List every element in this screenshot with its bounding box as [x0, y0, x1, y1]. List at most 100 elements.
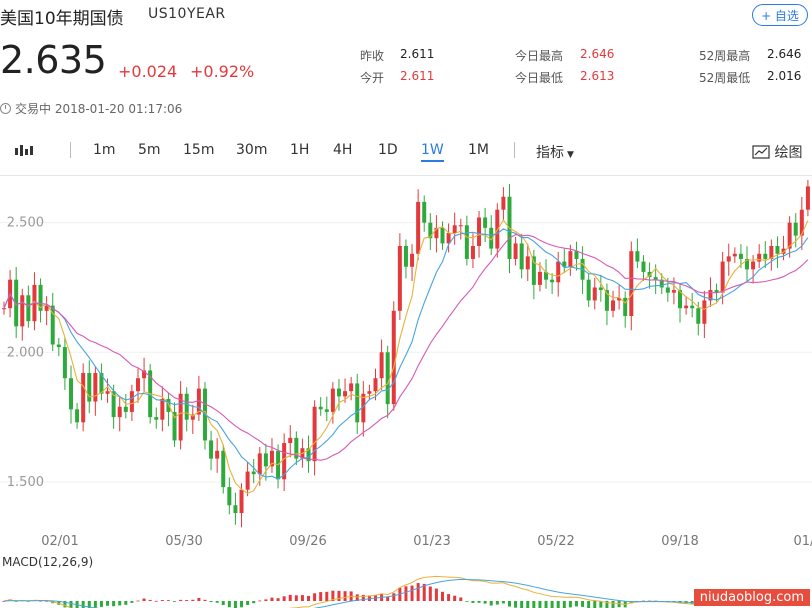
candle-body	[239, 489, 244, 514]
candle-body	[531, 256, 536, 285]
x-tick-label: 09/26	[289, 534, 326, 549]
day-high-value: 2.646	[580, 47, 615, 61]
interval-1h[interactable]: 1H	[290, 142, 310, 158]
prev-close-label: 昨收	[360, 49, 385, 63]
macd-bar	[520, 601, 524, 608]
add-watchlist-button[interactable]: + 自选	[752, 4, 808, 26]
candle-body	[294, 437, 299, 459]
macd-bar	[142, 598, 146, 601]
w52-high-value: 2.646	[767, 47, 802, 61]
macd-bar	[197, 597, 201, 601]
macd-bar	[422, 583, 426, 601]
toolbar-separator	[514, 142, 515, 158]
candle-body	[763, 253, 768, 259]
macd-bar	[319, 592, 323, 601]
price-change-pct: +0.92%	[190, 62, 255, 81]
prev-close-value: 2.611	[400, 47, 435, 61]
macd-bar	[416, 583, 420, 601]
candle-body	[629, 251, 634, 316]
candle-body	[105, 391, 110, 394]
candle-body	[793, 222, 798, 236]
macd-bar	[63, 601, 67, 608]
candle-body	[586, 279, 591, 301]
macd-bar	[39, 600, 43, 602]
candle-body	[477, 217, 482, 246]
interval-15m[interactable]: 15m	[183, 142, 215, 158]
candle-body	[537, 271, 542, 285]
trading-status-text: 交易中 2018-01-20 01:17:06	[15, 102, 183, 116]
chart-toolbar: 1m 5m 15m 30m 1H 4H 1D 1W 1M 指标 ▼ 绘图	[0, 136, 812, 166]
ma10-line	[3, 228, 809, 480]
candle-body	[245, 471, 250, 490]
candle-body	[99, 373, 104, 394]
macd-bar	[288, 594, 292, 601]
candle-body	[215, 450, 220, 459]
candle-body	[117, 406, 122, 418]
macd-bar	[233, 601, 237, 608]
candle-body	[355, 383, 360, 423]
macd-bar	[367, 595, 371, 601]
candle-body	[44, 305, 49, 311]
candle-body	[671, 290, 676, 293]
macd-bar	[599, 601, 603, 608]
macd-bar	[294, 595, 298, 601]
candle-body	[525, 256, 530, 270]
candle-body	[422, 201, 427, 223]
candle-body	[781, 248, 786, 254]
interval-1d[interactable]: 1D	[378, 142, 398, 158]
candle-body	[738, 253, 743, 259]
macd-bar	[550, 601, 554, 608]
macd-bar	[173, 601, 177, 602]
candle-body	[227, 487, 232, 506]
candle-body	[282, 443, 287, 480]
macd-bar	[514, 601, 518, 608]
candle-body	[769, 246, 774, 259]
watermark: niudaoblog.com	[693, 589, 810, 606]
macd-bar	[69, 601, 73, 608]
macd-bar	[447, 594, 451, 601]
macd-bar	[252, 601, 256, 604]
candle-body	[190, 414, 195, 420]
y-tick-label: 1.500	[7, 475, 44, 490]
macd-bar	[465, 601, 469, 602]
candle-body	[62, 347, 67, 379]
macd-bar	[209, 601, 213, 603]
w52-high-label: 52周最高	[699, 49, 751, 63]
interval-1m[interactable]: 1m	[93, 142, 116, 158]
draw-button[interactable]: 绘图	[752, 142, 802, 162]
macd-bar	[337, 590, 341, 601]
candle-body	[702, 300, 707, 324]
macd-bar	[544, 601, 548, 608]
chart-type-icon[interactable]	[14, 144, 34, 158]
candle-body	[428, 222, 433, 239]
macd-bar	[495, 601, 499, 605]
candle-body	[257, 453, 262, 475]
macd-bar	[568, 601, 572, 608]
macd-bar	[507, 601, 511, 607]
macd-bar	[434, 588, 438, 601]
day-high-label: 今日最高	[515, 49, 564, 63]
candle-body	[166, 398, 171, 412]
x-tick-label: 01/23	[413, 534, 450, 549]
indicator-menu[interactable]: 指标 ▼	[536, 142, 574, 162]
macd-bar	[611, 601, 615, 608]
candle-body	[263, 453, 268, 467]
interval-1w[interactable]: 1W	[421, 142, 444, 162]
candle-body	[172, 411, 177, 441]
interval-30m[interactable]: 30m	[236, 142, 268, 158]
interval-1mo[interactable]: 1M	[468, 142, 489, 158]
candlestick-chart[interactable]: 2.500 2.000 1.500 02/01 05/30 09/26 01/23 05/2…	[0, 176, 812, 608]
interval-5m[interactable]: 5m	[138, 142, 161, 158]
interval-4h[interactable]: 4H	[333, 142, 353, 158]
macd-bar	[532, 601, 536, 608]
candle-body	[653, 277, 658, 280]
candle-body	[464, 225, 469, 259]
clock-icon	[0, 103, 11, 114]
candle-body	[598, 287, 603, 291]
candle-body	[129, 391, 134, 412]
candle-body	[647, 271, 652, 278]
candle-body	[336, 388, 341, 397]
macd-bar	[477, 601, 481, 603]
candle-body	[519, 243, 524, 270]
candle-body	[592, 287, 597, 301]
